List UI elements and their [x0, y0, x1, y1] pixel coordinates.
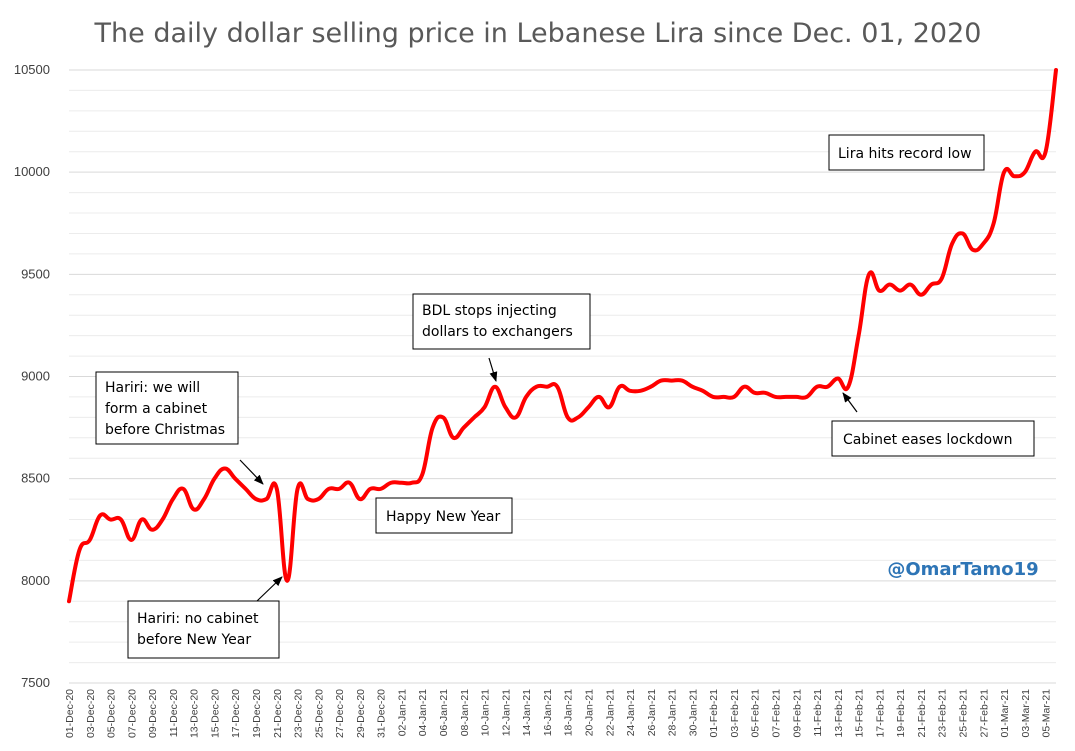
annotation-text: before Christmas [105, 422, 225, 438]
annotation-text: Happy New Year [386, 509, 500, 525]
price-line [67, 68, 1058, 604]
x-tick-label: 12-Jan-21 [500, 689, 512, 736]
x-tick-label: 05-Mar-21 [1041, 689, 1053, 738]
x-tick-label: 10-Jan-21 [480, 689, 492, 736]
x-tick-label: 09-Feb-21 [791, 689, 803, 738]
annotation-text: Hariri: we will [105, 380, 200, 396]
y-tick-label: 9500 [21, 266, 50, 281]
x-tick-label: 16-Jan-21 [542, 689, 554, 736]
x-tick-label: 28-Jan-21 [667, 689, 679, 736]
annotation-arrow [256, 576, 283, 602]
x-tick-label: 20-Jan-21 [583, 689, 595, 736]
annotation-box [127, 600, 280, 659]
y-tick-label: 8500 [21, 471, 50, 486]
annotation-box [831, 420, 1035, 457]
annotation-callout: BDL stops injecting dollars to exchangers [412, 293, 591, 382]
x-tick-label: 22-Jan-21 [604, 689, 616, 736]
x-tick-label: 30-Jan-21 [687, 689, 699, 736]
x-tick-label: 18-Jan-21 [563, 689, 575, 736]
x-tick-label: 01-Feb-21 [708, 689, 720, 738]
x-tick-label: 24-Jan-21 [625, 689, 637, 736]
y-tick-label: 8000 [21, 573, 50, 588]
y-tick-label: 7500 [21, 675, 50, 690]
x-tick-label: 17-Dec-20 [230, 689, 242, 738]
x-tick-label: 25-Feb-21 [957, 689, 969, 738]
x-tick-label: 29-Dec-20 [355, 689, 367, 738]
annotation-callout: Lira hits record low [828, 134, 985, 171]
x-tick-label: 27-Dec-20 [334, 689, 346, 738]
annotation-callout: Cabinet eases lockdown [831, 392, 1035, 457]
author-credit: @OmarTamo19 [887, 559, 1038, 580]
annotation-text: dollars to exchangers [422, 324, 573, 340]
x-tick-label: 02-Jan-21 [396, 689, 408, 736]
x-tick-label: 03-Feb-21 [729, 689, 741, 738]
x-tick-label: 21-Dec-20 [272, 689, 284, 738]
annotation-callout: Hariri: we will form a cabinet before Chri… [95, 371, 264, 485]
x-tick-label: 05-Feb-21 [750, 689, 762, 738]
x-tick-label: 13-Dec-20 [189, 689, 201, 738]
x-tick-label: 25-Dec-20 [313, 689, 325, 738]
x-tick-label: 09-Dec-20 [147, 689, 159, 738]
x-tick-label: 06-Jan-21 [438, 689, 450, 736]
x-tick-label: 05-Dec-20 [106, 689, 118, 738]
x-tick-label: 23-Dec-20 [293, 689, 305, 738]
annotation-text: Hariri: no cabinet [137, 611, 259, 627]
annotation-box [95, 371, 239, 445]
y-tick-label: 9000 [21, 369, 50, 384]
x-tick-label: 08-Jan-21 [459, 689, 471, 736]
annotation-callout: Hariri: no cabinet before New Year [127, 576, 283, 659]
annotation-box [375, 497, 513, 534]
annotation-text: BDL stops injecting [422, 303, 557, 319]
x-tick-label: 14-Jan-21 [521, 689, 533, 736]
series-layer [67, 68, 1058, 604]
x-tick-label: 31-Dec-20 [376, 689, 388, 738]
annotation-text: form a cabinet [105, 401, 208, 417]
annotation-text: Cabinet eases lockdown [843, 432, 1012, 448]
x-tick-label: 21-Feb-21 [916, 689, 928, 738]
x-tick-label: 11-Feb-21 [812, 689, 824, 737]
x-tick-label: 07-Dec-20 [126, 689, 138, 738]
x-tick-label: 19-Dec-20 [251, 689, 263, 738]
x-tick-label: 26-Jan-21 [646, 689, 658, 736]
x-tick-label: 04-Jan-21 [417, 689, 429, 736]
annotation-text: Lira hits record low [838, 146, 972, 162]
y-tick-label: 10500 [14, 62, 50, 77]
annotation-arrow [239, 459, 264, 485]
x-tick-label: 07-Feb-21 [770, 689, 782, 738]
y-tick-label: 10000 [14, 164, 50, 179]
annotations: Hariri: we will form a cabinet before Chri… [95, 134, 1035, 659]
x-tick-label: 01-Dec-20 [64, 689, 76, 738]
x-tick-label: 19-Feb-21 [895, 689, 907, 738]
x-tick-label: 17-Feb-21 [874, 689, 886, 738]
annotation-arrow [488, 357, 498, 382]
chart-title: The daily dollar selling price in Lebane… [94, 18, 982, 49]
x-axis: 01-Dec-20 03-Dec-20 05-Dec-20 07-Dec-20 09-D… [64, 689, 1053, 738]
x-tick-label: 03-Dec-20 [85, 689, 97, 738]
x-tick-label: 11-Dec-20 [168, 689, 180, 737]
y-axis: 7500 8000 8500 9000 9500 10000 10500 [14, 62, 50, 690]
annotation-box [412, 293, 591, 350]
x-tick-label: 27-Feb-21 [978, 689, 990, 738]
x-tick-label: 23-Feb-21 [937, 689, 949, 738]
annotation-callout: Happy New Year [375, 497, 513, 534]
x-tick-label: 03-Mar-21 [1020, 689, 1032, 738]
annotation-box [828, 134, 985, 171]
x-tick-label: 15-Dec-20 [209, 689, 221, 738]
x-tick-label: 01-Mar-21 [999, 689, 1011, 738]
annotation-arrow [842, 392, 858, 413]
annotation-text: before New Year [137, 632, 251, 648]
x-tick-label: 13-Feb-21 [833, 689, 845, 738]
x-tick-label: 15-Feb-21 [854, 689, 866, 738]
